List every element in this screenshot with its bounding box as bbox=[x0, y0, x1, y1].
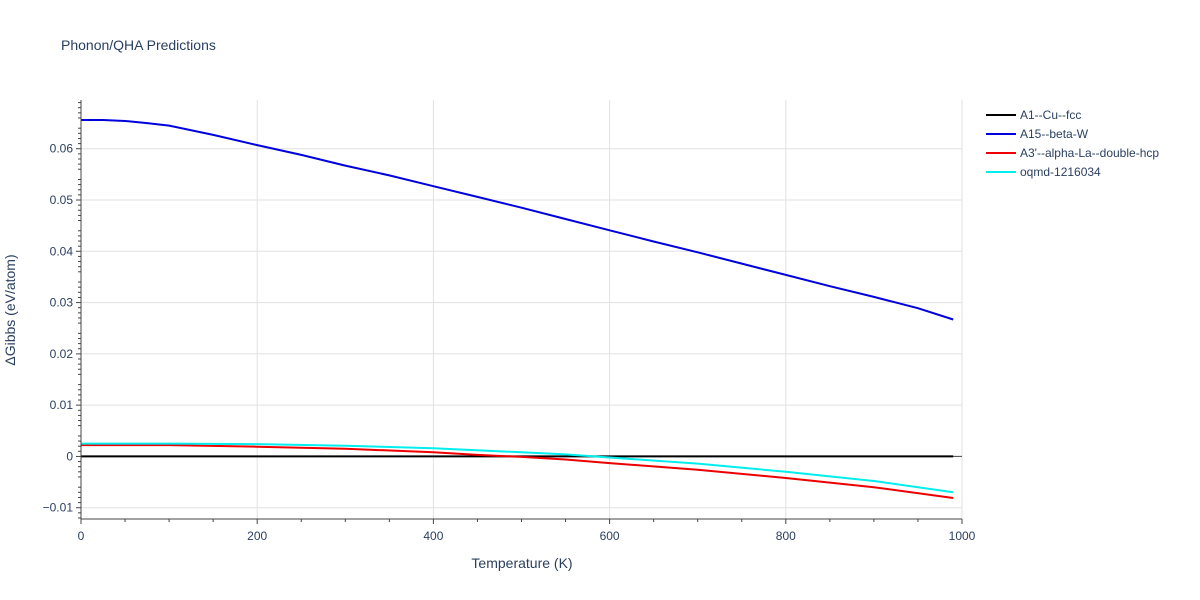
y-axis-label: ΔGibbs (eV/atom) bbox=[2, 254, 18, 365]
y-tick-label: 0.05 bbox=[50, 193, 74, 207]
series-line-2 bbox=[81, 444, 954, 499]
y-tick-label: −0.01 bbox=[43, 501, 74, 515]
legend-item: oqmd-1216034 bbox=[986, 165, 1101, 179]
legend-item: A3'--alpha-La--double-hcp bbox=[986, 146, 1159, 160]
x-tick-label: 0 bbox=[78, 529, 85, 543]
legend-label: A3'--alpha-La--double-hcp bbox=[1020, 146, 1159, 160]
chart-title: Phonon/QHA Predictions bbox=[61, 37, 216, 53]
y-tick-label: 0.03 bbox=[50, 296, 74, 310]
x-tick-label: 600 bbox=[600, 529, 620, 543]
axes: 0 200 400 600 800 1000 −0.01 0 0.01 0.02 0.03 0.04 0… bbox=[43, 100, 976, 543]
series-line-1 bbox=[81, 119, 954, 321]
plot-area bbox=[81, 119, 954, 499]
x-tick-label: 1000 bbox=[949, 529, 976, 543]
series-line-3 bbox=[81, 442, 954, 494]
legend-label: oqmd-1216034 bbox=[1020, 165, 1101, 179]
x-axis-label: Temperature (K) bbox=[471, 555, 572, 571]
legend-label: A1--Cu--fcc bbox=[1020, 108, 1081, 122]
legend-item: A1--Cu--fcc bbox=[986, 108, 1081, 122]
x-tick-label: 200 bbox=[247, 529, 267, 543]
y-tick-label: 0.06 bbox=[50, 142, 74, 156]
y-tick-label: 0.01 bbox=[50, 398, 74, 412]
legend-item: A15--beta-W bbox=[986, 127, 1089, 141]
x-tick-label: 400 bbox=[423, 529, 443, 543]
grid-lines bbox=[81, 100, 963, 519]
legend-label: A15--beta-W bbox=[1020, 127, 1089, 141]
legend: A1--Cu--fcc A15--beta-W A3'--alpha-La--dou… bbox=[986, 108, 1159, 179]
y-tick-label: 0 bbox=[66, 449, 73, 463]
x-tick-label: 800 bbox=[776, 529, 796, 543]
y-tick-label: 0.02 bbox=[50, 347, 74, 361]
y-tick-label: 0.04 bbox=[50, 244, 74, 258]
